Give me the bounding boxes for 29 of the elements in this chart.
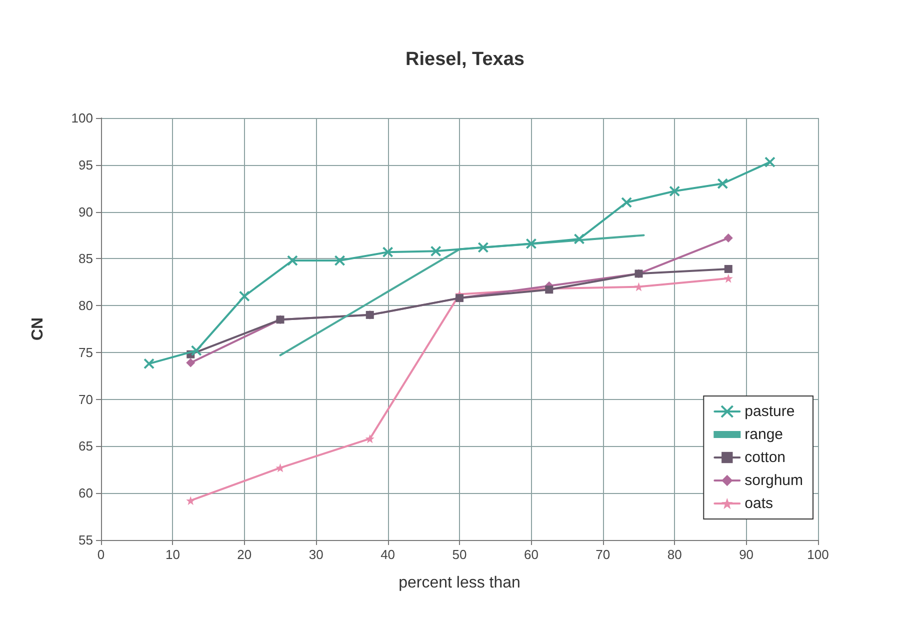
y-tick-label: 80 bbox=[78, 298, 93, 314]
x-tick-label: 20 bbox=[237, 547, 252, 562]
y-tick-label: 85 bbox=[78, 251, 93, 266]
x-tick-label: 10 bbox=[165, 547, 180, 562]
y-tick-label: 90 bbox=[78, 204, 93, 220]
legend-label: sorghum bbox=[744, 472, 803, 489]
chart-title: Riesel, Texas bbox=[405, 49, 525, 70]
x-tick-label: 0 bbox=[97, 547, 105, 562]
x-axis-title: percent less than bbox=[398, 574, 520, 592]
legend-label: oats bbox=[744, 495, 773, 512]
y-tick-label: 100 bbox=[71, 110, 93, 126]
x-tick-label: 30 bbox=[308, 547, 324, 562]
x-tick-label: 70 bbox=[596, 547, 610, 562]
y-axis-title: CN bbox=[30, 317, 46, 341]
x-tick-label: 60 bbox=[524, 547, 538, 562]
y-tick-label: 70 bbox=[78, 392, 93, 407]
x-tick-label: 40 bbox=[380, 547, 396, 562]
x-tick-label: 100 bbox=[807, 547, 829, 562]
y-tick-label: 65 bbox=[78, 438, 93, 454]
legend-label: range bbox=[744, 426, 784, 443]
y-tick-label: 75 bbox=[78, 344, 93, 360]
y-tick-label: 95 bbox=[78, 157, 93, 172]
x-tick-label: 50 bbox=[452, 547, 467, 562]
y-tick-label: 60 bbox=[78, 486, 93, 501]
x-tick-label: 90 bbox=[739, 547, 754, 562]
legend-label: pasture bbox=[744, 403, 795, 420]
y-tick-label: 55 bbox=[78, 532, 93, 548]
x-tick-label: 80 bbox=[667, 547, 682, 562]
legend-label: cotton bbox=[744, 449, 786, 466]
